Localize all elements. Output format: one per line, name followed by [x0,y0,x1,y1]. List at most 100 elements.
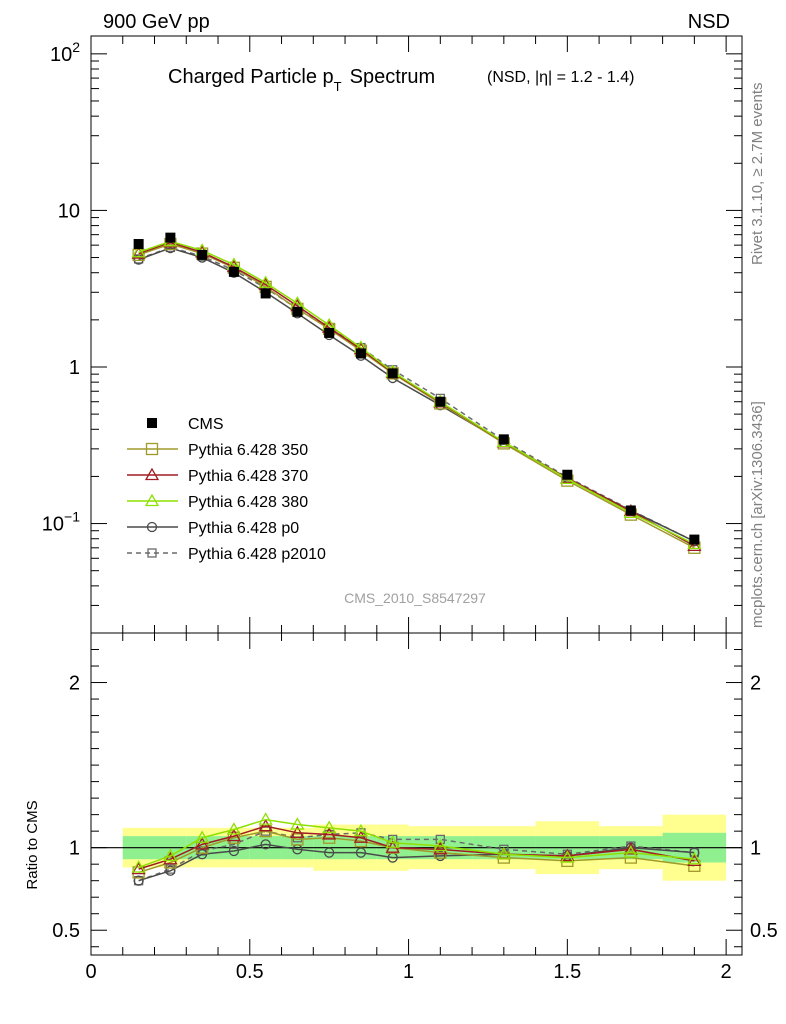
series-cms [133,232,700,545]
ratio-series-p370 [131,818,702,875]
point-cms [435,396,446,407]
ratio-ylabel: Ratio to CMS [24,800,41,889]
main-y-ticks: 10−1 1 10 102 [42,39,742,634]
y-tick-label: 1 [69,357,80,379]
legend-marker [146,521,158,533]
analysis-label: CMS_2010_S8547297 [344,590,486,606]
x-tick-label: 0.5 [236,961,264,983]
legend: CMS Pythia 6.428 350 Pythia 6.428 370 Pythi… [127,416,326,563]
legend-item-p350: Pythia 6.428 350 [127,442,308,459]
ratio-point-p370 [258,818,273,832]
y-tick-label: 1 [69,838,80,860]
y-tick-label-right: 2 [750,673,761,695]
point-cms [625,505,636,516]
legend-item-cms: CMS [147,416,224,433]
legend-item-p2010: Pythia 6.428 p2010 [127,546,326,563]
ratio-point-p380 [131,860,146,873]
ratio-plot: 0.5 0.51 12 20 0.5 1 1.5 2 [52,633,778,983]
ratio-point-p370 [322,827,337,840]
legend-label: Pythia 6.428 p2010 [188,546,326,563]
ratio-point-p370 [687,853,702,867]
ratio-point-p380 [496,846,511,860]
ratio-point-p0 [355,847,367,858]
point-p380 [258,275,273,288]
point-cms [562,469,573,480]
point-cms [689,534,700,545]
point-p370 [687,538,702,552]
header-right: NSD [688,11,730,33]
ratio-point-p370 [290,825,305,838]
x-tick-label: 1 [403,961,414,983]
x-tick-label: 0 [85,961,96,983]
point-cms [260,288,271,299]
ratio-line-p370 [138,825,695,870]
ratio-point-p380 [258,812,273,825]
main-plot-frame [90,35,743,634]
ratio-point-p370 [560,848,575,862]
ratio-point-p380 [353,823,369,837]
ratio-plot-frame [90,632,743,956]
ratio-point-p350 [291,833,304,846]
y-tick-label: 2 [69,673,80,695]
point-cms [324,327,335,338]
ratio-point-p380 [226,822,242,835]
ratio-y-ticks: 0.5 0.5 1 1 2 2 [52,649,778,948]
main-x-ticks [90,36,727,633]
legend-item-p370: Pythia 6.428 370 [127,467,308,485]
y-tick-label: 0.5 [52,920,80,942]
point-cms [133,239,144,250]
legend-marker [147,418,157,428]
ratio-point-p0 [260,839,271,850]
ratio-point-p370 [226,828,242,842]
ratio-point-p380 [560,850,575,863]
point-p380 [131,245,146,258]
ratio-x-ticks: 0 0.5 1 1.5 2 [85,633,732,983]
ratio-point-p370 [163,851,178,865]
chart-title: Charged Particle pT Spectrum [168,66,435,94]
legend-label: Pythia 6.428 370 [188,468,308,485]
x-tick-label: 1.5 [553,961,581,983]
ratio-point-p380 [322,820,337,834]
ratio-point-p0 [435,850,446,862]
ratio-point-p380 [433,838,448,852]
ratio-point-p0 [228,845,240,857]
ratio-point-p0 [165,865,176,876]
ratio-point-p380 [385,835,400,848]
ratio-point-p0 [324,847,335,858]
point-p0 [133,254,144,265]
point-cms [498,434,509,445]
point-cms [228,266,239,277]
ratio-point-p0 [133,875,144,886]
point-cms [355,348,366,359]
ratio-point-p370 [623,842,638,855]
legend-marker [145,442,159,456]
ratio-series-p380 [131,812,702,873]
legend-item-p380: Pythia 6.428 380 [127,493,308,511]
y-tick-label: 102 [50,39,80,66]
ratio-point-p370 [195,837,210,850]
legend-marker [144,493,160,507]
ratio-point-p370 [131,861,146,875]
legend-label: Pythia 6.428 380 [188,494,308,511]
y-tick-label-right: 0.5 [750,920,778,942]
point-cms [165,232,176,243]
y-tick-label: 10−1 [42,509,80,536]
ratio-point-p380 [163,848,178,862]
ratio-point-p370 [353,830,369,843]
legend-label: CMS [188,416,224,433]
ratio-point-p370 [433,842,448,855]
chart-subtitle: (NSD, |η| = 1.2 - 1.4) [487,69,634,86]
mcplots-label: mcplots.cern.ch [arXiv:1306.3436] [749,401,766,628]
point-cms [197,249,208,260]
legend-marker [144,467,160,481]
ratio-point-p2010 [499,844,509,854]
x-tick-label: 2 [721,961,732,983]
ratio-point-p0 [689,847,700,858]
point-cms [292,306,303,317]
y-tick-label-right: 1 [750,838,761,860]
legend-label: Pythia 6.428 350 [188,442,308,459]
ratio-point-p0 [196,849,208,860]
legend-item-p0: Pythia 6.428 p0 [127,520,299,537]
point-cms [387,368,398,379]
